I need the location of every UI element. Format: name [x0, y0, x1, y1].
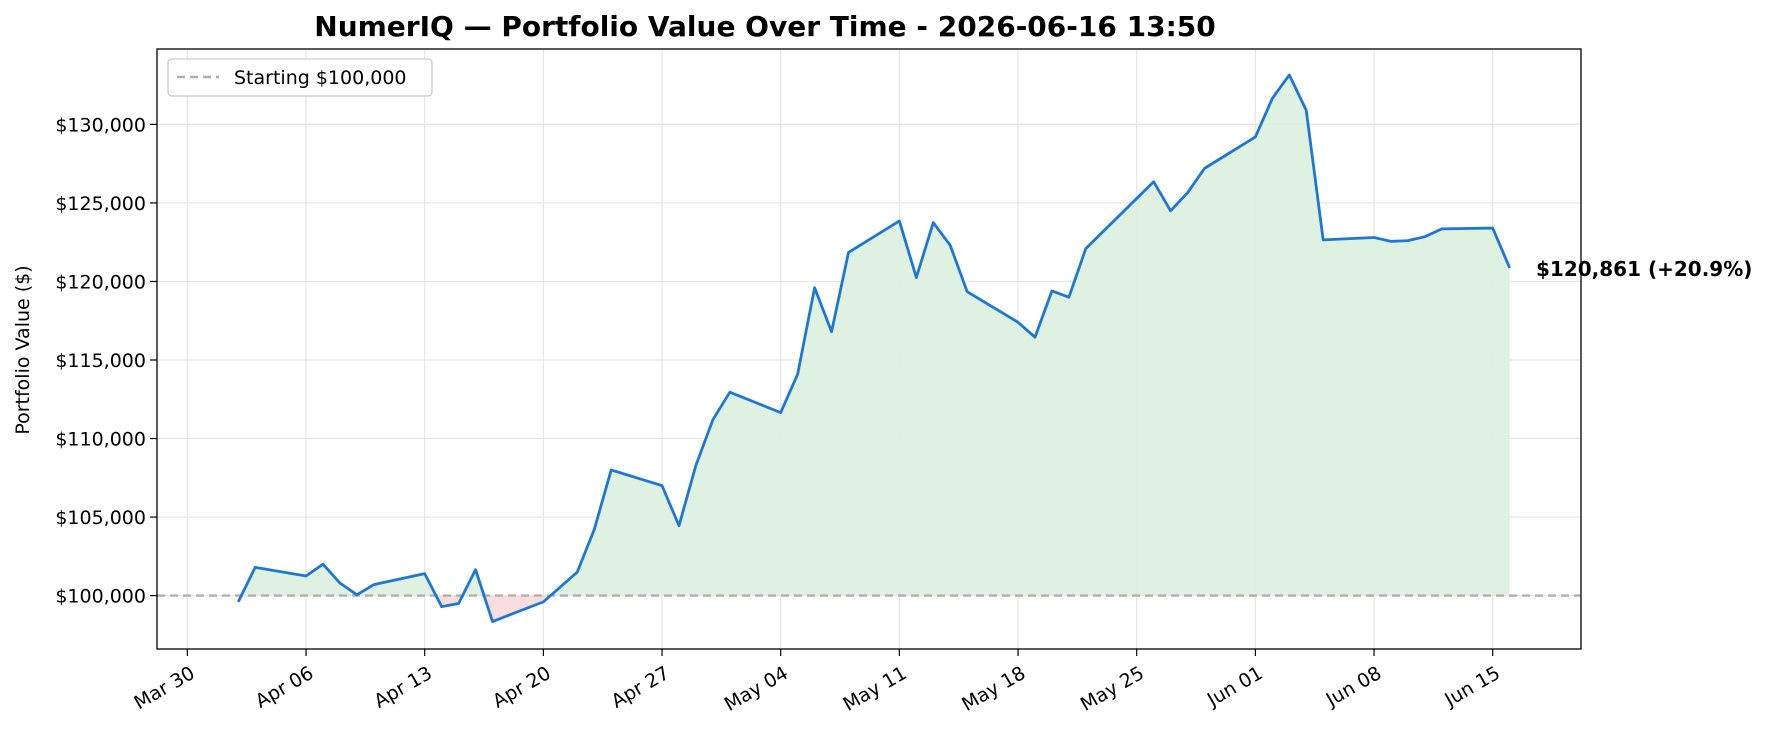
x-tick-label: May 11: [839, 662, 910, 716]
data-point: [491, 620, 493, 622]
data-point: [322, 563, 324, 565]
legend-box: [167, 58, 433, 97]
data-point: [1288, 74, 1290, 76]
x-tick-label: Apr 13: [370, 662, 436, 713]
gain-area: [462, 569, 485, 596]
data-point: [237, 601, 239, 603]
area-fills: [238, 74, 1510, 622]
data-point: [1424, 235, 1426, 237]
data-point: [339, 582, 341, 584]
y-tick-label: $105,000: [55, 507, 146, 529]
gain-area: [241, 564, 437, 596]
y-tick-label: $120,000: [55, 271, 146, 293]
chart-title: NumerIQ — Portfolio Value Over Time - 20…: [314, 10, 1215, 43]
data-point: [576, 571, 578, 573]
data-point: [440, 605, 442, 607]
data-point: [1051, 290, 1053, 292]
data-point: [813, 287, 815, 289]
y-axis: $100,000 $105,000 $110,000 $115,000 $120,000…: [55, 114, 157, 608]
gain-area: [550, 74, 1510, 596]
data-point: [966, 290, 968, 292]
x-tick-label: Apr 20: [489, 662, 555, 713]
loss-area: [484, 595, 551, 622]
y-axis-label: Portfolio Value ($): [12, 265, 34, 434]
x-tick-label: Jun 15: [1440, 662, 1504, 712]
data-point: [780, 411, 782, 413]
data-point: [661, 484, 663, 486]
data-point: [1305, 109, 1307, 111]
x-tick-label: May 25: [1077, 662, 1148, 716]
legend: Starting $100,000: [167, 58, 433, 97]
data-point: [1034, 336, 1036, 338]
y-tick-label: $110,000: [55, 429, 146, 451]
data-point: [898, 220, 900, 222]
data-point: [1254, 136, 1256, 138]
data-point: [1492, 227, 1494, 229]
data-point: [1322, 239, 1324, 241]
x-tick-label: Apr 06: [252, 662, 318, 713]
data-point: [1373, 236, 1375, 238]
data-point: [830, 331, 832, 333]
data-point: [1271, 97, 1273, 99]
x-tick-label: Jun 01: [1203, 662, 1267, 712]
data-point: [610, 469, 612, 471]
data-point: [1186, 192, 1188, 194]
data-point: [1390, 240, 1392, 242]
x-tick-label: May 04: [721, 662, 792, 716]
x-tick-label: Apr 27: [608, 662, 674, 713]
data-point: [254, 566, 256, 568]
y-tick-label: $125,000: [55, 193, 146, 215]
data-point: [712, 418, 714, 420]
data-point: [915, 276, 917, 278]
end-value-label: $120,861 (+20.9%): [1536, 257, 1752, 281]
data-point: [932, 221, 934, 223]
data-point: [542, 601, 544, 603]
data-point: [1203, 167, 1205, 169]
data-point: [1508, 267, 1510, 269]
data-point: [1068, 296, 1070, 298]
data-point: [1169, 210, 1171, 212]
x-tick-label: Mar 30: [130, 662, 198, 714]
data-point: [1152, 181, 1154, 183]
data-point: [593, 528, 595, 530]
data-point: [1085, 247, 1087, 249]
data-point: [424, 572, 426, 574]
data-point: [847, 251, 849, 253]
data-point: [1407, 239, 1409, 241]
series-layer: [236, 73, 1511, 623]
data-point: [356, 594, 358, 596]
y-tick-label: $100,000: [55, 586, 146, 608]
x-axis: Mar 30 Apr 06 Apr 13 Apr 20 Apr 27 May 04 May …: [130, 649, 1504, 716]
data-point: [305, 575, 307, 577]
data-point: [1017, 321, 1019, 323]
data-point: [695, 464, 697, 466]
plot-frame: [156, 48, 1582, 650]
y-tick-label: $130,000: [55, 114, 146, 136]
legend-entry: Starting $100,000: [234, 67, 407, 89]
x-tick-label: May 18: [958, 662, 1029, 716]
data-point: [1441, 228, 1443, 230]
data-point: [474, 568, 476, 570]
data-point: [678, 525, 680, 527]
x-tick-label: Jun 08: [1322, 662, 1386, 712]
y-tick-label: $115,000: [55, 350, 146, 372]
data-point: [949, 244, 951, 246]
portfolio-value-line: [236, 73, 1511, 623]
data-point: [373, 583, 375, 585]
data-point: [457, 602, 459, 604]
data-point: [796, 373, 798, 375]
data-point: [729, 391, 731, 393]
